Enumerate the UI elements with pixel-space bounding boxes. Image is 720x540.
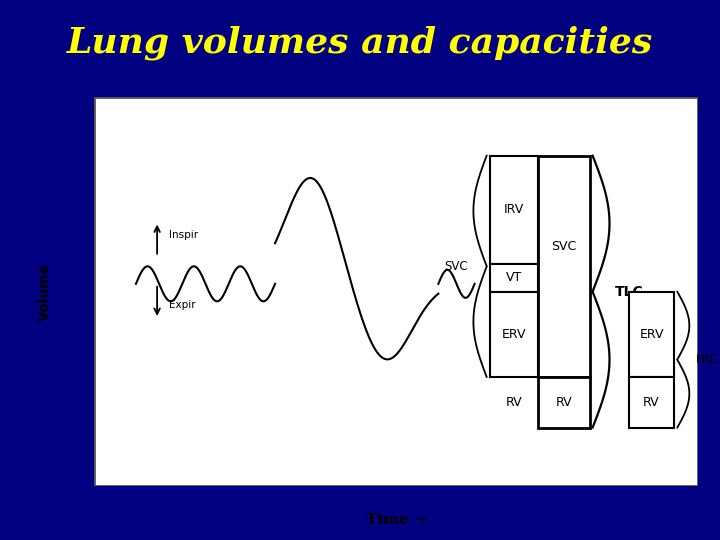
Text: ERV: ERV xyxy=(639,328,664,341)
Bar xyxy=(538,377,590,428)
Bar xyxy=(490,265,538,292)
Text: SVC: SVC xyxy=(445,260,468,273)
Text: TLC: TLC xyxy=(614,285,643,299)
Text: VT: VT xyxy=(506,272,522,285)
Bar xyxy=(490,292,538,377)
Bar xyxy=(490,156,538,265)
Text: RV: RV xyxy=(505,396,522,409)
Text: FRC: FRC xyxy=(696,353,719,366)
Bar xyxy=(538,156,590,377)
Text: Time →: Time → xyxy=(366,512,426,526)
Text: RV: RV xyxy=(643,396,660,409)
Text: Inspir: Inspir xyxy=(169,230,198,240)
Text: Volume: Volume xyxy=(38,262,53,321)
Text: Expir: Expir xyxy=(169,300,196,310)
Bar xyxy=(629,292,674,377)
Text: ERV: ERV xyxy=(502,328,526,341)
Text: IRV: IRV xyxy=(504,204,524,217)
Bar xyxy=(629,377,674,428)
Text: Lung volumes and capacities: Lung volumes and capacities xyxy=(67,26,653,60)
Text: RV: RV xyxy=(556,396,572,409)
Text: SVC: SVC xyxy=(552,240,577,253)
